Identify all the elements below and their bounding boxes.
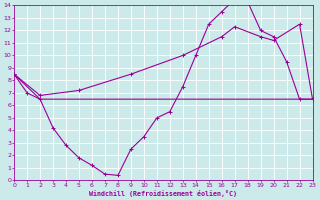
X-axis label: Windchill (Refroidissement éolien,°C): Windchill (Refroidissement éolien,°C) bbox=[89, 190, 237, 197]
